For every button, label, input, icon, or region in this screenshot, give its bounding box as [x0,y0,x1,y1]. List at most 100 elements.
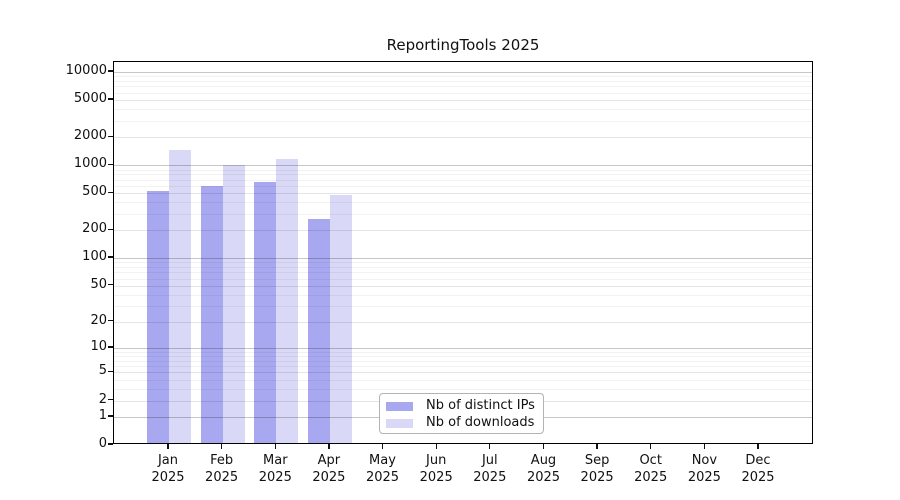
gridline [114,294,812,296]
y-tick-label: 1000 [73,156,107,172]
x-tick-year: 2025 [687,470,721,485]
gridline [114,174,812,176]
plot-area [113,61,813,444]
x-tick-month: Apr [317,453,341,468]
bar-downloads-apr [329,194,352,443]
gridline [114,356,812,357]
gridline [114,305,812,307]
gridline [114,185,812,187]
gridline [114,81,812,82]
bar-downloads-feb [222,164,245,443]
x-tick-month: Mar [263,453,288,468]
y-tick-label: 2000 [73,128,107,144]
x-tick-year: 2025 [205,470,239,485]
gridline [114,120,812,122]
gridline [114,86,812,88]
x-tick-label: Nov 2025 [674,452,734,486]
gridline [114,372,812,374]
x-tick-mark [757,444,759,449]
x-tick-year: 2025 [365,470,400,485]
y-tick-label: 0 [98,436,107,451]
x-tick-year: 2025 [634,470,668,485]
downloads-swatch [386,418,413,428]
gridline [114,179,812,181]
bar-distinct-ips-feb [200,185,223,443]
y-tick-label: 20 [90,312,107,328]
x-tick-month: May [369,453,396,468]
x-tick-mark [220,444,223,449]
x-tick-month: Dec [745,453,771,468]
y-tick-mark [108,346,113,348]
x-tick-label: Mar 2025 [245,452,305,486]
y-tick-mark [108,415,113,417]
gridline [114,267,812,268]
y-tick-label: 100 [82,249,107,265]
y-tick-mark [108,370,113,373]
x-tick-year: 2025 [473,470,507,485]
y-tick-label: 200 [82,221,107,237]
x-tick-mark [435,444,437,449]
gridline [114,230,812,232]
x-tick-year: 2025 [312,470,346,485]
y-tick-mark [108,443,113,445]
x-tick-mark [542,444,545,449]
x-tick-label: Aug 2025 [514,452,574,486]
x-tick-label: Oct 2025 [621,452,681,486]
y-tick-label: 50 [90,276,107,292]
y-tick-mark [108,70,113,72]
gridline [114,272,812,274]
gridline [114,347,812,349]
gridline [114,262,812,264]
gridline [114,366,812,368]
gridline [114,76,812,78]
y-tick-label: 500 [82,184,107,200]
x-tick-month: Sep [584,453,610,468]
gridline [114,258,812,260]
x-tick-label: Feb 2025 [192,452,252,486]
x-tick-year: 2025 [151,470,185,485]
x-tick-month: Oct [639,453,662,468]
y-tick-mark [108,284,113,286]
gridline [114,360,812,362]
x-tick-mark [167,444,169,449]
gridline [114,388,812,390]
gridline [114,165,812,167]
y-tick-label: 5000 [73,91,107,107]
x-tick-year: 2025 [258,470,292,485]
bar-downloads-mar [276,159,299,443]
gridline [114,278,812,280]
x-tick-label: Jun 2025 [406,452,466,486]
legend-item-distinct-ips: Nb of distinct IPs [386,398,543,414]
chart-title: ReportingTools 2025 [386,36,540,54]
x-tick-mark [328,444,330,449]
gridline [114,202,812,204]
y-tick-label: 10 [90,338,107,354]
gridline [114,92,812,94]
gridline [114,213,812,215]
y-tick-mark [108,191,113,193]
legend-item-downloads: Nb of downloads [386,415,543,431]
x-tick-label: Jul 2025 [460,452,520,486]
y-tick-label: 2 [98,391,107,407]
gridline [114,285,812,287]
x-tick-month: Jul [481,453,498,468]
x-tick-mark [596,444,598,449]
x-tick-mark [489,444,491,449]
gridline [114,109,812,111]
gridline [114,351,812,353]
x-tick-month: Jun [426,453,447,468]
x-tick-month: Nov [691,453,718,468]
y-tick-mark [108,163,113,165]
y-tick-label: 1 [98,407,107,423]
bar-distinct-ips-mar [254,181,277,443]
bar-distinct-ips-apr [307,219,330,443]
y-tick-label: 10000 [65,63,107,78]
x-tick-month: Aug [530,453,557,468]
legend-label-downloads: Nb of downloads [426,415,535,430]
bar-distinct-ips-jan [147,191,169,443]
x-tick-year: 2025 [526,470,561,485]
gridline [114,137,812,139]
x-tick-mark [703,444,706,449]
